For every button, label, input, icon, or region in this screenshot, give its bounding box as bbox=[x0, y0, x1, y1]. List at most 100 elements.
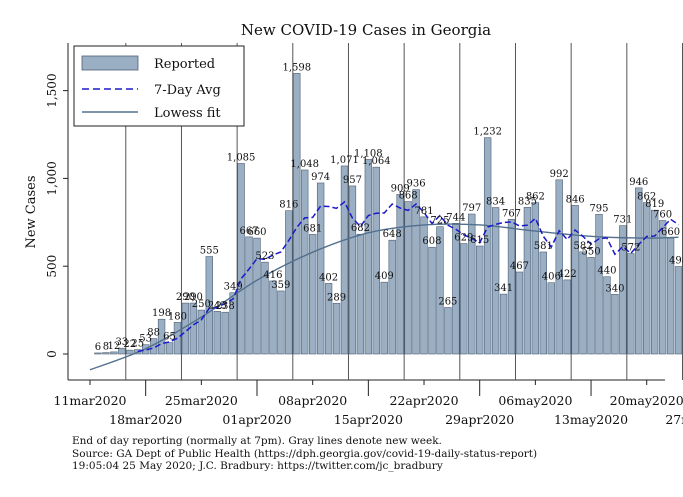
bar-label: 1,598 bbox=[282, 62, 311, 73]
bar-label: 682 bbox=[351, 223, 370, 234]
bar-2020-04-26 bbox=[452, 223, 460, 355]
legend-label-2: 7-Day Avg bbox=[154, 83, 221, 98]
bar-2020-05-09 bbox=[555, 179, 563, 355]
bar-label: 523 bbox=[255, 251, 274, 262]
bar-label: 909 bbox=[391, 183, 410, 194]
bar-label: 581 bbox=[534, 241, 553, 252]
bar-label: 760 bbox=[653, 210, 672, 221]
bar-2020-05-03 bbox=[507, 219, 516, 355]
bar-2020-03-26 bbox=[205, 256, 213, 355]
bar-label: 819 bbox=[645, 199, 664, 210]
y-tick-label: 1,000 bbox=[45, 161, 59, 195]
bar-label: 349 bbox=[224, 282, 243, 293]
bar-2020-04-05 bbox=[285, 210, 293, 355]
bar-2020-04-10 bbox=[324, 283, 333, 355]
bar-label: 53 bbox=[139, 334, 152, 345]
bar-2020-04-09 bbox=[316, 182, 325, 355]
bar-2020-04-14 bbox=[356, 233, 365, 355]
bar-label: 868 bbox=[399, 191, 418, 202]
bar-label: 1,048 bbox=[290, 159, 319, 170]
x-tick-label: 25mar2020 bbox=[165, 393, 238, 408]
bar-2020-05-18 bbox=[627, 253, 635, 355]
bar-2020-04-25 bbox=[444, 307, 452, 355]
x-tick-label: 01apr2020 bbox=[222, 412, 291, 427]
bar-2020-04-01 bbox=[253, 237, 261, 355]
bar-label: 660 bbox=[661, 227, 680, 238]
bar-2020-05-02 bbox=[499, 293, 508, 355]
x-tick-label: 29apr2020 bbox=[445, 412, 514, 427]
legend-label-1: Reported bbox=[154, 57, 215, 72]
bar-label: 440 bbox=[597, 266, 616, 277]
bar-label: 744 bbox=[446, 212, 465, 223]
bar-2020-04-06 bbox=[293, 73, 301, 355]
bar-label: 8 bbox=[103, 342, 109, 353]
bar-label: 243 bbox=[208, 300, 227, 311]
bar-2020-05-20 bbox=[643, 202, 651, 355]
bar-label: 795 bbox=[589, 203, 608, 214]
bar-2020-05-15 bbox=[603, 276, 611, 355]
bar-label: 359 bbox=[271, 280, 290, 291]
bar-label: 615 bbox=[470, 235, 489, 246]
bar-2020-04-28 bbox=[468, 213, 476, 355]
bar-label: 406 bbox=[542, 272, 561, 283]
bar-2020-03-24 bbox=[189, 302, 198, 355]
footnote-1: End of day reporting (normally at 7pm). … bbox=[72, 435, 442, 447]
y-axis-label: New Cases bbox=[24, 175, 39, 248]
bar-2020-03-22 bbox=[173, 322, 182, 355]
bar-label: 12 bbox=[107, 341, 120, 352]
chart-title: New COVID-19 Cases in Georgia bbox=[241, 21, 491, 39]
bar-2020-04-12 bbox=[340, 165, 349, 355]
bar-label: 290 bbox=[184, 292, 203, 303]
bar-2020-04-17 bbox=[380, 281, 388, 355]
bar-2020-03-29 bbox=[229, 292, 237, 355]
bar-label: 1,085 bbox=[227, 153, 256, 164]
x-tick-label: 06may2020 bbox=[498, 393, 572, 408]
bar-label: 946 bbox=[629, 177, 648, 188]
bar-label: 1,108 bbox=[354, 148, 383, 159]
bar-label: 25 bbox=[131, 339, 144, 350]
bar-2020-03-14 bbox=[110, 351, 118, 355]
bar-label: 1,064 bbox=[362, 156, 391, 167]
bar-2020-04-16 bbox=[372, 166, 380, 355]
bar-2020-05-21 bbox=[650, 209, 659, 355]
bar-2020-04-13 bbox=[348, 185, 357, 355]
bar-label: 660 bbox=[247, 227, 266, 238]
bar-label: 250 bbox=[192, 299, 211, 310]
bar-2020-05-07 bbox=[539, 251, 547, 355]
bar-label: 835 bbox=[518, 196, 537, 207]
bar-2020-04-30 bbox=[483, 137, 492, 355]
bar-2020-05-17 bbox=[619, 225, 627, 355]
footnotes: End of day reporting (normally at 7pm). … bbox=[72, 435, 537, 473]
bar-label: 781 bbox=[414, 206, 433, 217]
bar-label: 681 bbox=[303, 223, 322, 234]
bar-label: 340 bbox=[605, 283, 624, 294]
x-tick-label: 11mar2020 bbox=[54, 393, 127, 408]
bar-2020-05-04 bbox=[515, 271, 524, 355]
bar-label: 974 bbox=[311, 172, 330, 183]
bar-label: 834 bbox=[486, 197, 505, 208]
bar-2020-05-13 bbox=[587, 257, 595, 355]
lowess-line bbox=[89, 223, 679, 371]
bar-2020-04-18 bbox=[388, 239, 396, 355]
bar-2020-04-03 bbox=[269, 280, 277, 355]
bar-2020-05-24 bbox=[674, 266, 683, 355]
bar-label: 582 bbox=[574, 241, 593, 252]
bar-2020-03-21 bbox=[165, 342, 174, 355]
bar-2020-03-31 bbox=[245, 236, 253, 355]
bar-2020-03-30 bbox=[237, 163, 245, 355]
bar-2020-03-27 bbox=[213, 311, 221, 355]
y-tick-label: 0 bbox=[45, 350, 59, 358]
bar-label: 936 bbox=[407, 179, 426, 190]
bar-label: 416 bbox=[263, 270, 282, 281]
x-tick-label: 13may2020 bbox=[554, 412, 628, 427]
bar-label: 797 bbox=[462, 203, 481, 214]
bar-label: 88 bbox=[147, 328, 160, 339]
bar-2020-04-21 bbox=[412, 189, 420, 355]
bar-label: 422 bbox=[558, 269, 577, 280]
x-tick-label: 18mar2020 bbox=[109, 412, 182, 427]
bar-2020-05-16 bbox=[611, 293, 619, 355]
bar-label: 180 bbox=[168, 311, 187, 322]
bar-label: 550 bbox=[581, 246, 600, 257]
